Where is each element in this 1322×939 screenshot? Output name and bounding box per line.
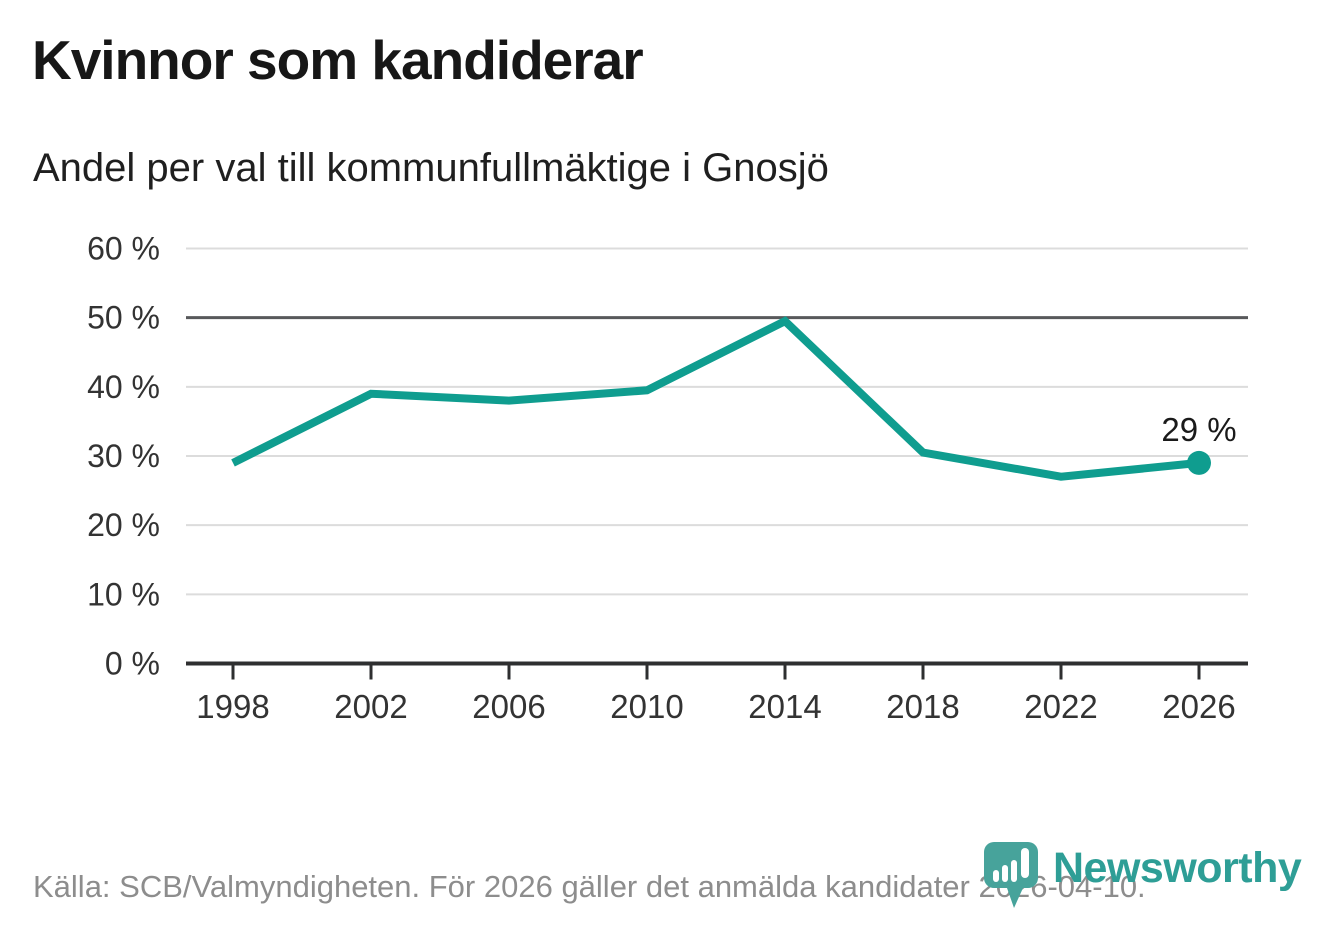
y-tick-label: 30 % [87,438,160,474]
y-tick-label: 50 % [87,300,160,336]
end-point-label: 29 % [1161,411,1236,448]
page-title: Kvinnor som kandiderar [32,29,644,91]
x-tick-label: 2014 [748,688,821,725]
newsworthy-pin-icon [984,842,1038,908]
x-tick-label: 2006 [472,688,545,725]
end-point [1187,450,1211,475]
newsworthy-wordmark: Newsworthy [1053,844,1302,892]
x-tick-label: 2022 [1024,688,1097,725]
y-tick-label: 10 % [87,576,160,612]
x-tick-label: 1998 [196,688,269,725]
x-tick-label: 2018 [886,688,959,725]
chart-subtitle: Andel per val till kommunfullmäktige i G… [33,146,829,190]
x-tick-label: 2010 [610,688,683,725]
x-tick-label: 2002 [334,688,407,725]
source-note: Källa: SCB/Valmyndigheten. För 2026 gäll… [33,869,1146,904]
newsworthy-logo: Newsworthy [982,840,1302,914]
y-tick-label: 60 % [87,231,160,267]
trend-line [231,316,1200,481]
y-tick-label: 0 % [105,646,160,682]
y-tick-label: 20 % [87,507,160,543]
y-tick-label: 40 % [87,369,160,405]
x-tick-label: 2026 [1162,688,1235,725]
